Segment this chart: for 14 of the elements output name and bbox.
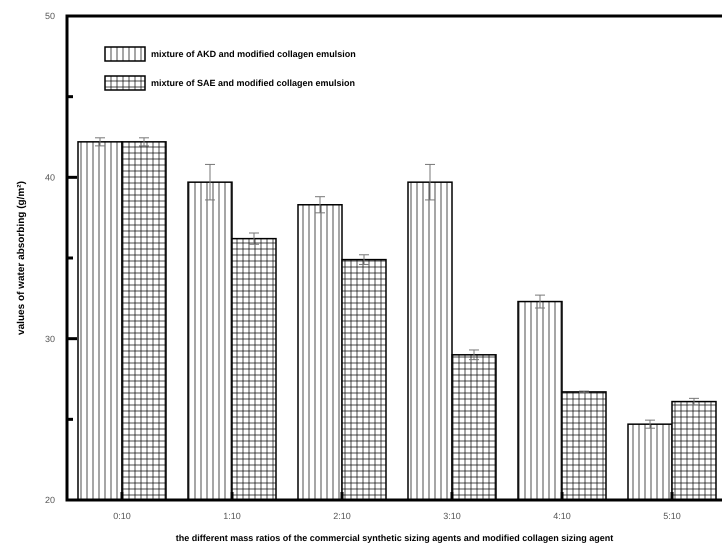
x-axis-title: the different mass ratios of the commercial synthetic sizing agents and modified collagen sizing agent bbox=[176, 533, 614, 543]
x-tick-label: 0:10 bbox=[113, 511, 131, 521]
y-tick-label: 50 bbox=[44, 11, 55, 22]
x-tick-label: 2:10 bbox=[333, 511, 351, 521]
x-tick-label: 3:10 bbox=[443, 511, 461, 521]
x-tick-label: 1:10 bbox=[223, 511, 241, 521]
x-tick-label: 5:10 bbox=[663, 511, 681, 521]
y-tick-label: 20 bbox=[44, 495, 55, 506]
x-tick-label: 4:10 bbox=[553, 511, 571, 521]
y-tick-label: 30 bbox=[44, 334, 55, 344]
y-axis-title: values of water absorbing (g/m²) bbox=[16, 181, 27, 335]
legend-label: mixture of SAE and modified collagen emulsion bbox=[151, 78, 356, 88]
y-tick-label: 40 bbox=[44, 172, 55, 182]
legend-label: mixture of AKD and modified collagen emulsion bbox=[151, 49, 356, 60]
